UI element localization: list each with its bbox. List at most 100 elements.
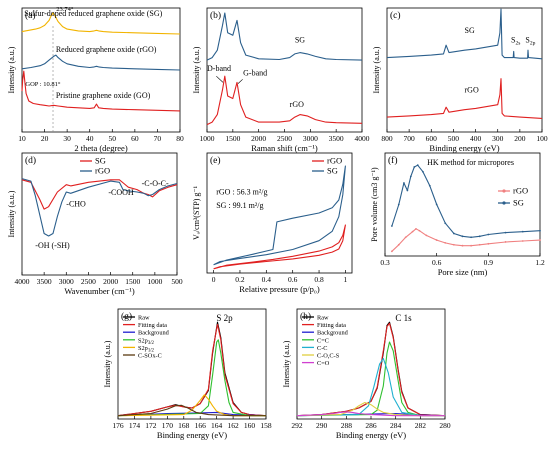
chart-title: HK method for micropores — [427, 158, 514, 167]
annotation: rGO — [465, 85, 479, 94]
x-tick-label: 0.9 — [484, 258, 494, 267]
plot-frame — [117, 308, 267, 420]
annotation: S2s — [511, 36, 520, 47]
x-tick-label: 174 — [129, 421, 141, 430]
x-tick-label: 200 — [514, 134, 526, 143]
x-tick-label: 1.2 — [535, 258, 545, 267]
series-line-2 — [21, 70, 181, 112]
annotation: rGO : 56.3 m²/g — [216, 188, 267, 197]
series-line-0 — [213, 224, 346, 270]
series-line-1 — [21, 178, 178, 237]
data-point — [487, 242, 490, 245]
x-tick-label: 70 — [154, 134, 162, 143]
legend-label: rGO — [327, 156, 342, 166]
series-line-0 — [21, 179, 178, 210]
data-point — [444, 241, 447, 244]
legend-label: C=C — [317, 337, 329, 344]
x-tick-label: 3000 — [303, 134, 318, 143]
data-point — [461, 235, 464, 238]
series-line-0 — [386, 8, 543, 60]
legend-label: Raw — [317, 315, 329, 322]
panel-letter: (c) — [390, 10, 401, 21]
x-tick-label: 162 — [227, 421, 239, 430]
legend-label: C-C — [317, 345, 328, 352]
data-point — [415, 227, 417, 230]
x-tick-label: 2500 — [277, 134, 292, 143]
data-point — [403, 182, 405, 184]
data-point — [444, 222, 447, 225]
data-point — [504, 231, 507, 234]
x-tick-label: 80 — [176, 134, 184, 143]
legend-label: C=O — [317, 360, 330, 367]
panel-letter: (d) — [25, 155, 36, 166]
x-tick-label: 800 — [381, 134, 393, 143]
data-point — [421, 170, 424, 173]
x-tick-label: 10 — [18, 134, 26, 143]
data-point — [411, 230, 414, 233]
data-point — [470, 236, 473, 239]
panel-d: 4000 3500 3000 2500 2000 1500 1000 500 Wavenumbe… — [7, 152, 183, 296]
annotation: SG — [295, 36, 305, 45]
x-axis-label: Binding energy (eV) — [157, 430, 227, 440]
data-point — [413, 166, 416, 168]
y-axis-label: Intensity (a.u.) — [7, 46, 16, 93]
series-line-0 — [206, 12, 363, 61]
annotation: SG : 99.1 m²/g — [216, 201, 263, 210]
arrow-d-band — [216, 75, 224, 83]
x-tick-label: 50 — [109, 134, 117, 143]
x-tick-label: 168 — [178, 421, 190, 430]
annotation: Sulfur-doped reduced graphene oxide (SG) — [24, 9, 162, 18]
legend-label: SG — [95, 156, 106, 166]
x-tick-label: 176 — [112, 421, 124, 430]
series-line-1 — [386, 78, 543, 119]
arrow-g-band — [237, 79, 243, 84]
legend-label: Background — [317, 330, 349, 337]
legend-label: Fitting data — [138, 322, 167, 329]
x-tick-label: 60 — [131, 134, 139, 143]
data-point — [409, 175, 412, 178]
x-tick-label: 500 — [448, 134, 460, 143]
x-tick-label: 166 — [195, 421, 207, 430]
x-axis-label: Binding energy (eV) — [336, 430, 406, 440]
series-line-3 — [296, 341, 445, 417]
x-tick-label: 4000 — [15, 277, 30, 286]
x-tick-label: 300 — [492, 134, 504, 143]
x-tick-label: 0.8 — [314, 275, 324, 284]
series-line-5 — [117, 404, 266, 417]
x-tick-label: 160 — [244, 421, 256, 430]
x-tick-label: 1500 — [125, 277, 140, 286]
legend-label: rGO — [513, 186, 528, 196]
data-point — [521, 230, 524, 233]
y-axis-label: Intensity (a.u.) — [282, 340, 291, 387]
x-tick-label: 172 — [145, 421, 157, 430]
data-point — [416, 164, 419, 167]
annotation: D-band — [207, 64, 231, 73]
panel-letter: (b) — [210, 10, 221, 21]
y-axis-label: Intensity (a.u.) — [192, 46, 201, 93]
annotation: Reduced graphene oxide (rGO) — [56, 45, 157, 54]
legend-marker — [502, 189, 506, 193]
legend-marker — [502, 201, 506, 205]
data-point — [452, 232, 455, 235]
data-point — [452, 243, 455, 246]
annotation: rGO — [290, 100, 304, 109]
legend-label: rGO — [95, 166, 110, 176]
series-line-1 — [117, 323, 267, 417]
data-point — [521, 240, 524, 242]
series-line-0 — [21, 12, 181, 35]
x-tick-label: 0.3 — [380, 258, 390, 267]
legend-label: Fitting data — [317, 322, 346, 329]
x-tick-label: 0.6 — [288, 275, 298, 284]
data-point — [397, 243, 400, 246]
x-tick-label: 500 — [171, 277, 183, 286]
x-tick-label: 20 — [41, 134, 49, 143]
panel-letter: (e) — [210, 155, 221, 166]
data-point — [487, 233, 490, 236]
panel-e: 0 0.2 0.4 0.6 0.8 1 Relative pressure (p/p₀) Vₐ… — [192, 152, 353, 294]
x-tick-label: 40 — [86, 134, 94, 143]
annotation: 23.74° — [56, 6, 74, 13]
plot-frame — [206, 152, 353, 274]
